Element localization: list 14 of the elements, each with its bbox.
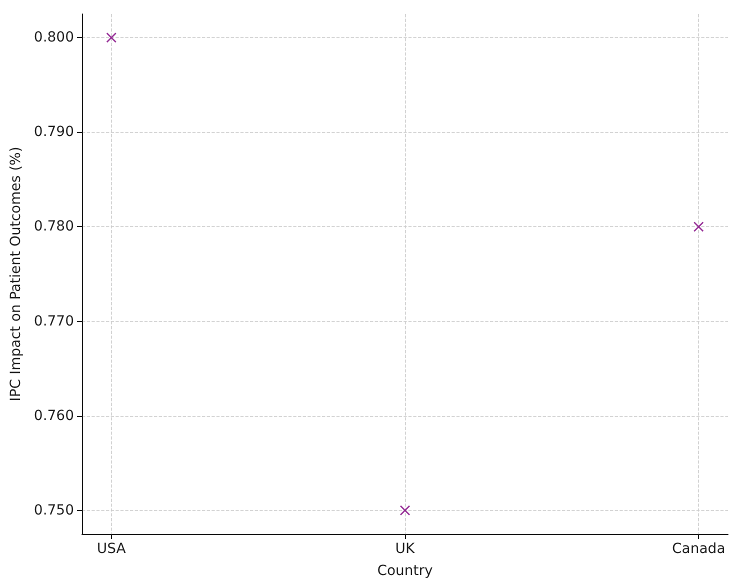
y-tick-label: 0.750 — [34, 502, 74, 518]
y-tick-label: 0.760 — [34, 408, 74, 424]
y-tick-label: 0.790 — [34, 124, 74, 140]
y-tick-label: 0.770 — [34, 313, 74, 330]
x-tick-label: UK — [395, 541, 416, 557]
x-tick-label: Canada — [672, 541, 726, 557]
y-axis-title: IPC Impact on Patient Outcomes (%) — [8, 146, 24, 402]
y-tick-label: 0.800 — [34, 30, 74, 46]
point — [106, 32, 116, 43]
point — [400, 505, 410, 516]
x-axis-title: Country — [377, 563, 433, 579]
point — [694, 222, 704, 232]
x-tick-label: USA — [96, 541, 126, 557]
y-tick-label: 0.780 — [34, 218, 74, 235]
